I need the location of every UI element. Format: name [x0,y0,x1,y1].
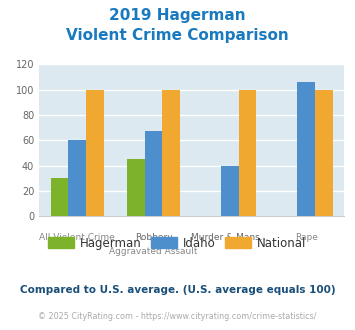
Bar [69,140,86,216]
Bar [51,178,69,216]
Text: All Violent Crime: All Violent Crime [39,233,115,242]
Bar [315,90,333,216]
Bar [86,90,104,216]
Text: © 2025 CityRating.com - https://www.cityrating.com/crime-statistics/: © 2025 CityRating.com - https://www.city… [38,312,317,321]
Text: Robbery: Robbery [135,233,172,242]
Bar [239,90,256,216]
Text: 2019 Hagerman: 2019 Hagerman [109,8,246,23]
Text: Compared to U.S. average. (U.S. average equals 100): Compared to U.S. average. (U.S. average … [20,285,335,295]
Bar [162,90,180,216]
Bar [145,131,162,216]
Text: Rape: Rape [295,233,318,242]
Text: Aggravated Assault: Aggravated Assault [109,247,198,256]
Bar [221,166,239,216]
Bar [297,82,315,216]
Legend: Hagerman, Idaho, National: Hagerman, Idaho, National [44,232,311,254]
Text: Murder & Mans...: Murder & Mans... [191,233,268,242]
Text: Violent Crime Comparison: Violent Crime Comparison [66,28,289,43]
Bar [127,159,145,216]
